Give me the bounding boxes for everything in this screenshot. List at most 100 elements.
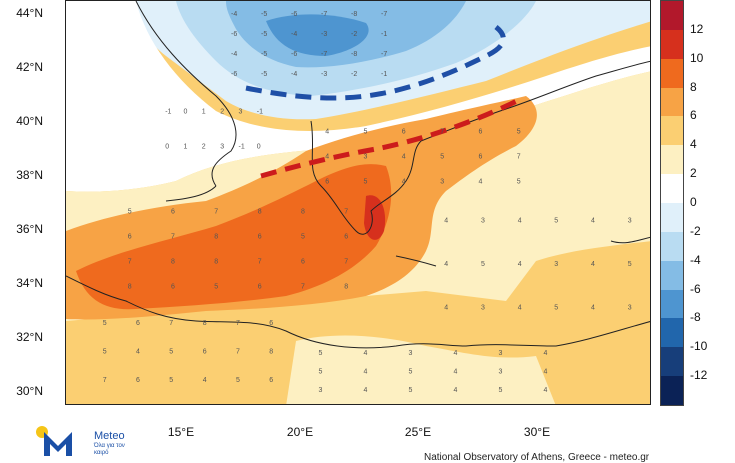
anomaly-value: 3: [409, 350, 413, 357]
anomaly-value: -7: [321, 51, 327, 58]
anomaly-values: -4 -5 -6 -7 -8 -7 -6 -5 -4 -3 -2 -1 -4 -5 -6 -7 -8 -7 -6 -5…: [103, 11, 632, 394]
colorbar-cell: [661, 318, 683, 348]
lon-label-20: 20°E: [286, 425, 314, 439]
anomaly-value: -6: [231, 71, 237, 78]
anomaly-value: 7: [128, 259, 132, 266]
anomaly-value: 5: [440, 154, 444, 161]
anomaly-value: 4: [402, 179, 406, 186]
anomaly-value: -6: [231, 31, 237, 38]
anomaly-value: 8: [128, 284, 132, 291]
logo-m: [44, 432, 72, 456]
warm-zone-peak: [364, 195, 386, 240]
anomaly-value: 5: [554, 218, 558, 225]
anomaly-value: 8: [203, 320, 207, 327]
lon-label-15: 15°E: [167, 425, 195, 439]
anomaly-value: 5: [364, 179, 368, 186]
anomaly-value: 7: [214, 209, 218, 216]
anomaly-value: 1: [202, 109, 206, 116]
anomaly-value: 5: [499, 387, 503, 394]
anomaly-value: 4: [591, 304, 595, 311]
anomaly-value: 3: [499, 369, 503, 376]
anomaly-value: 7: [517, 154, 521, 161]
colorbar-label: 10: [690, 50, 704, 65]
anomaly-value: -4: [231, 51, 237, 58]
warm-zone-strong: [76, 164, 392, 310]
anomaly-value: 6: [479, 154, 483, 161]
anomaly-value: 8: [214, 259, 218, 266]
anomaly-value: 0: [184, 109, 188, 116]
anomaly-value: 6: [171, 209, 175, 216]
anomaly-value: 4: [518, 218, 522, 225]
anomaly-value: 6: [258, 234, 262, 241]
anomaly-value: 4: [444, 261, 448, 268]
lon-label-25: 25°E: [404, 425, 432, 439]
greece-coast: [310, 120, 422, 235]
lat-label-38: 38°N: [16, 168, 43, 182]
anomaly-value: 7: [440, 129, 444, 136]
anomaly-value: 5: [319, 350, 323, 357]
colorbar-label: -2: [690, 223, 701, 238]
colorbar-label: 8: [690, 79, 697, 94]
anomaly-value: 3: [239, 109, 243, 116]
colorbar-cell: [661, 116, 683, 146]
anomaly-value: 5: [481, 261, 485, 268]
anomaly-value: 3: [481, 218, 485, 225]
anomaly-value: 6: [325, 179, 329, 186]
anomaly-value: 0: [165, 144, 169, 151]
anomaly-value: 8: [344, 284, 348, 291]
anomaly-value: 4: [518, 261, 522, 268]
anomaly-value: -4: [291, 31, 297, 38]
anomaly-value: 5: [103, 320, 107, 327]
anomaly-value: 6: [344, 234, 348, 241]
lat-label-42: 42°N: [16, 60, 43, 74]
anomaly-value: -7: [381, 11, 387, 18]
anomaly-value: 3: [628, 218, 632, 225]
anomaly-value: 2: [202, 144, 206, 151]
logo-tagline: Όλα για τον καιρό: [94, 443, 125, 456]
anomaly-value: 4: [591, 218, 595, 225]
anomaly-value: 2: [220, 109, 224, 116]
meteo-logo-icon: [36, 426, 72, 456]
anomaly-value: 5: [236, 377, 240, 384]
anomaly-value: 4: [364, 369, 368, 376]
anomaly-value: 5: [319, 369, 323, 376]
colorbar-label: 2: [690, 166, 697, 181]
anomaly-value: 6: [269, 377, 273, 384]
anomaly-value: 3: [554, 261, 558, 268]
anomaly-value: -8: [351, 51, 357, 58]
lon-label-30: 30°E: [523, 425, 551, 439]
anomaly-value: 4: [544, 387, 548, 394]
colorbar-label: 12: [690, 21, 704, 36]
anomaly-value: -1: [239, 144, 245, 151]
colorbar-label: 0: [690, 195, 697, 209]
sicily-coast: [165, 185, 217, 202]
lat-label-30: 30°N: [16, 384, 43, 398]
anomaly-value: 4: [402, 154, 406, 161]
anomaly-value: 3: [220, 144, 224, 151]
colorbar-cell: [661, 58, 683, 89]
colorbar-cell: [661, 174, 683, 204]
anomaly-value: 7: [169, 320, 173, 327]
anomaly-value: 7: [344, 209, 348, 216]
meteo-logo: Meteo Όλα για τον καιρό: [34, 420, 159, 458]
anomaly-value: -5: [261, 11, 267, 18]
anomaly-value: 5: [128, 209, 132, 216]
anomaly-value: 4: [479, 179, 483, 186]
anomaly-value: 6: [136, 377, 140, 384]
red-dashed-boundary: [260, 96, 523, 179]
colorbar-cell: [661, 145, 683, 175]
colorbar-cell: [661, 289, 683, 319]
lat-label-34: 34°N: [16, 276, 43, 290]
anomaly-value: -3: [321, 31, 327, 38]
anomaly-value: 7: [236, 349, 240, 356]
anomaly-value: 6: [402, 129, 406, 136]
anomaly-value: 3: [628, 304, 632, 311]
anomaly-value: 7: [171, 234, 175, 241]
colorbar: [660, 0, 684, 406]
anomaly-value: 7: [236, 320, 240, 327]
anomaly-value: 5: [169, 349, 173, 356]
anomaly-value: 5: [409, 369, 413, 376]
anomaly-value: 4: [454, 387, 458, 394]
anomaly-value: -4: [231, 11, 237, 18]
anomaly-value: -5: [261, 71, 267, 78]
